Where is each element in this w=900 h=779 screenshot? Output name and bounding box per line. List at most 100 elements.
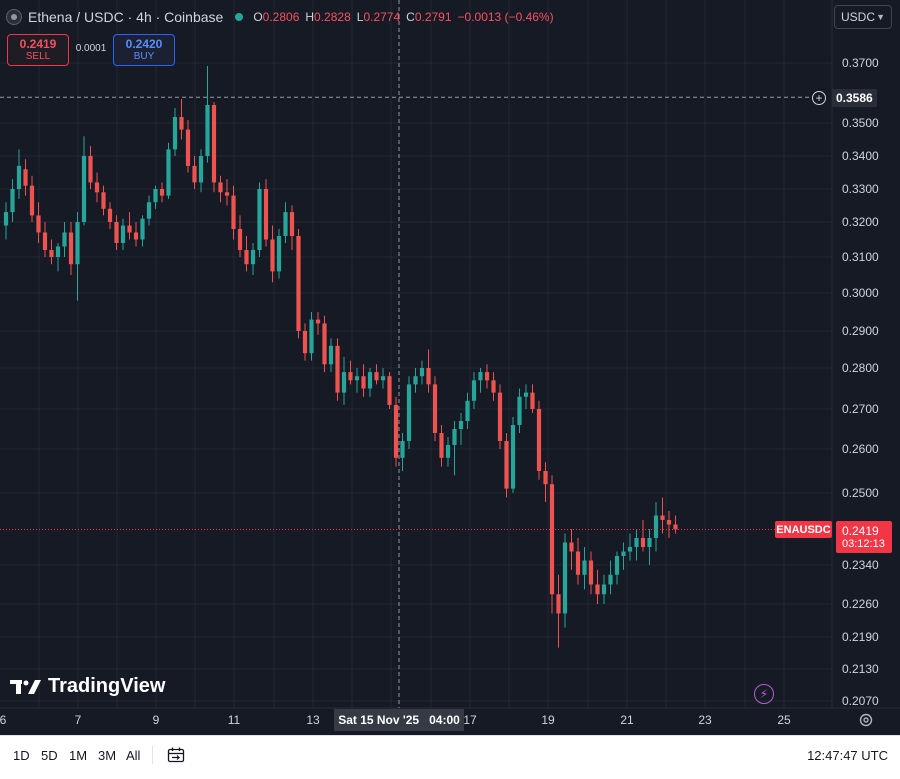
buy-button[interactable]: 0.2420 BUY	[113, 34, 175, 66]
range-button-5d[interactable]: 5D	[41, 748, 58, 763]
time-tick-label: 6	[0, 713, 7, 727]
candle	[322, 315, 327, 373]
add-plus-icon[interactable]: +	[812, 90, 826, 105]
range-button-all[interactable]: All	[126, 748, 141, 763]
candle	[224, 179, 230, 206]
candle	[543, 462, 548, 502]
candle-body	[608, 574, 613, 585]
candle	[328, 338, 334, 373]
ohlc-value: 0.2791	[414, 10, 452, 24]
candle-body	[23, 169, 28, 186]
tradingview-watermark[interactable]: TradingView	[10, 675, 165, 698]
time-tick-label: 13	[306, 713, 320, 727]
candle-body	[660, 515, 665, 520]
time-tick-label: 11	[227, 713, 241, 727]
crosshair-time: 04:00	[429, 713, 460, 727]
currency-select[interactable]: USDC ▼	[834, 5, 892, 29]
candle	[374, 364, 379, 385]
symbol-title[interactable]: Ethena / USDC · 4h · Coinbase	[28, 9, 224, 25]
candle-body	[647, 538, 652, 547]
candle	[588, 551, 594, 595]
candle-body	[406, 384, 412, 441]
candle	[309, 312, 314, 361]
candle-body	[159, 189, 165, 196]
price-tick-label: 0.2600	[842, 442, 879, 456]
candle-body	[517, 396, 522, 425]
candlestick-chart[interactable]	[0, 0, 900, 735]
scale-settings-gear-icon[interactable]	[857, 711, 875, 729]
candle-body	[101, 192, 106, 209]
ohlc-values: O0.2806 H0.2828 L0.2774 C0.2791 −0.0013 (−0.…	[253, 10, 553, 24]
crosshair-time-label: Sat 15 Nov '25 04:00	[334, 709, 464, 731]
candle-body	[270, 239, 275, 272]
candle-body	[562, 542, 568, 614]
price-tick-label: 0.3500	[842, 116, 879, 130]
candle-body	[263, 189, 269, 240]
candle-body	[673, 524, 678, 530]
candle-body	[231, 195, 236, 229]
candle	[465, 392, 470, 429]
candle	[10, 179, 15, 222]
candle	[335, 338, 340, 401]
candle	[458, 413, 464, 445]
candle-body	[179, 117, 184, 130]
time-tick-label: 19	[541, 713, 555, 727]
range-button-1m[interactable]: 1M	[69, 748, 88, 763]
candle-body	[153, 189, 158, 203]
candle	[510, 417, 516, 493]
candle	[198, 149, 204, 193]
ohlc-item: −0.0013 (−0.46%)	[458, 10, 554, 24]
candle-body	[393, 404, 399, 458]
candle-body	[250, 250, 256, 265]
candle-body	[3, 212, 9, 226]
candle	[614, 551, 620, 585]
crosshair-price-label[interactable]: + 0.3586	[812, 88, 888, 107]
candle	[634, 529, 639, 561]
candle	[536, 400, 542, 480]
candle	[127, 212, 132, 240]
candle	[666, 511, 672, 538]
candle-body	[653, 515, 659, 538]
candle-body	[458, 421, 464, 429]
price-tick-label: 0.2700	[842, 402, 879, 416]
candle-body	[556, 594, 561, 614]
symbol-header[interactable]: Ethena / USDC · 4h · Coinbase O0.2806 H0.…	[6, 8, 554, 26]
candle	[400, 433, 405, 471]
utc-clock[interactable]: 12:47:47 UTC	[807, 748, 888, 763]
last-price-value: 0.2419	[842, 524, 879, 538]
candle-body	[68, 232, 74, 265]
time-tick-label: 17	[463, 713, 477, 727]
candle-body	[640, 538, 646, 547]
candle	[432, 376, 438, 441]
candle	[211, 102, 217, 193]
price-tick-label: 0.2800	[842, 361, 879, 375]
candle	[413, 368, 418, 393]
candle	[23, 159, 28, 196]
sell-button[interactable]: 0.2419 SELL	[7, 34, 69, 66]
candles	[3, 66, 678, 648]
candle-body	[322, 323, 327, 365]
symbol-price-tag: ENAUSDC	[775, 521, 832, 538]
range-button-3m[interactable]: 3M	[98, 748, 117, 763]
candle	[387, 372, 392, 409]
candle	[497, 384, 503, 449]
candle-body	[192, 165, 197, 183]
candle	[101, 185, 106, 216]
candle	[88, 146, 93, 189]
candle-body	[400, 441, 405, 458]
candle-body	[465, 400, 470, 421]
candle	[270, 225, 275, 283]
candle	[218, 175, 223, 203]
candle-body	[133, 232, 139, 240]
symbol-logo-icon	[6, 9, 22, 25]
candle-body	[289, 212, 295, 236]
candle-body	[361, 376, 366, 389]
chart-area[interactable]: Ethena / USDC · 4h · Coinbase O0.2806 H0.…	[0, 0, 900, 735]
candle	[367, 368, 373, 397]
calendar-goto-date-icon[interactable]	[166, 745, 186, 765]
candle-body	[575, 551, 581, 575]
candle	[653, 502, 659, 552]
lightning-bolt-icon[interactable]: ⚡	[754, 684, 774, 704]
range-button-1d[interactable]: 1D	[13, 748, 30, 763]
candle-body	[536, 409, 542, 471]
